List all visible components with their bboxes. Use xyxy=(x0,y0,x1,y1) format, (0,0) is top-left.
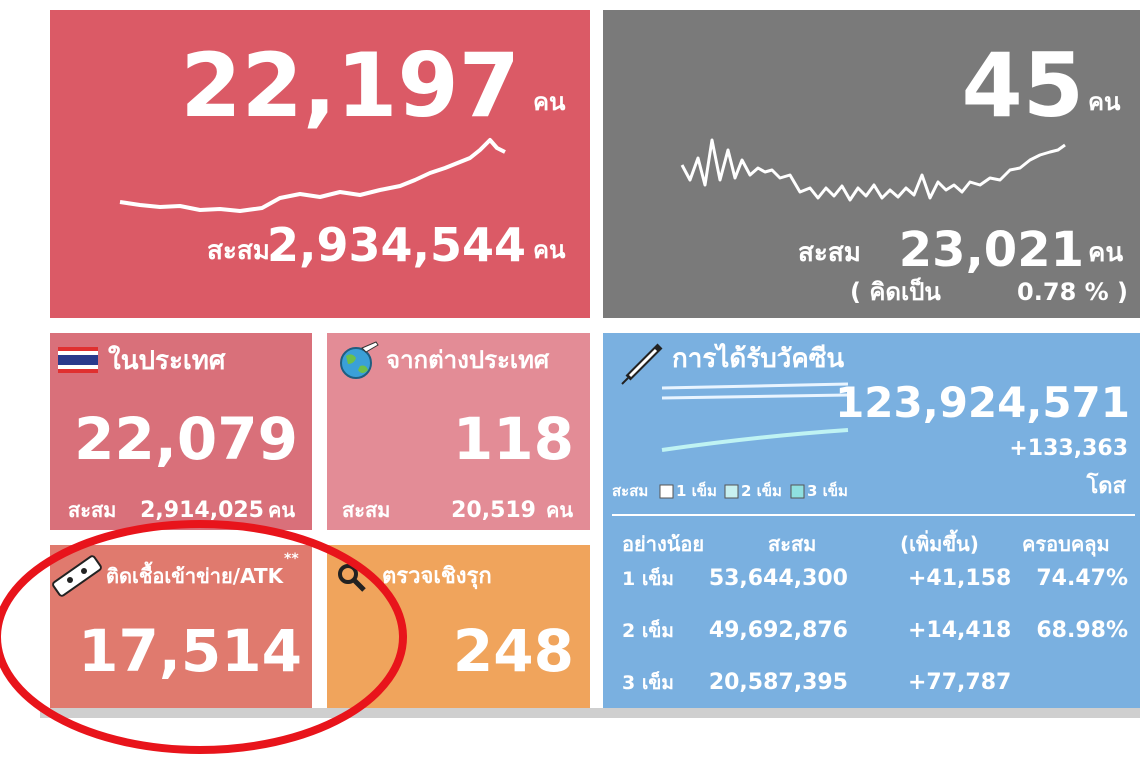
cases-sparkline xyxy=(119,138,506,213)
imported-cumulative: 20,519 xyxy=(451,498,536,523)
thai-flag-icon xyxy=(58,347,98,373)
rate: 0.78 % ) xyxy=(1017,278,1128,306)
dose-label: 1 เข็ม xyxy=(622,568,674,590)
legend-label: สะสม xyxy=(612,482,649,500)
dose-coverage: 74.47% xyxy=(1036,566,1128,591)
globe-icon xyxy=(340,341,379,379)
dose-total: 53,644,300 xyxy=(708,566,848,591)
table-header: ครอบคลุม xyxy=(1022,532,1110,556)
vaccine-total: 123,924,571 xyxy=(835,378,1130,427)
panel-title: ในประเทศ xyxy=(108,346,226,376)
note: ** xyxy=(284,551,299,567)
cases-panel xyxy=(50,10,590,318)
domestic-cumulative: 2,914,025 xyxy=(140,498,264,523)
table-header: สะสม xyxy=(768,532,817,556)
panel-title: ตรวจเชิงรุก xyxy=(382,564,492,589)
search-icon xyxy=(338,564,366,592)
dose-label: 2 เข็ม xyxy=(622,620,674,642)
vaccine-line xyxy=(661,428,849,452)
dose-increase: +41,158 xyxy=(908,566,1012,591)
atk-icon xyxy=(52,555,102,597)
highlight-circle xyxy=(0,520,407,754)
deaths-panel xyxy=(603,10,1140,318)
deaths-sparkline xyxy=(680,138,1066,202)
cases-value: 22,197 xyxy=(180,34,520,137)
unit: คน xyxy=(533,236,566,264)
unit: คน xyxy=(533,88,566,116)
unit: คน xyxy=(1088,238,1124,268)
vaccine-legend-swatches xyxy=(659,484,805,499)
deaths-value: 45 xyxy=(961,34,1084,137)
syringe-icon xyxy=(621,343,663,385)
label: สะสม xyxy=(798,238,861,268)
atk-value: 17,514 xyxy=(78,617,302,685)
dose-total: 49,692,876 xyxy=(708,618,848,643)
unit: คน xyxy=(1088,88,1121,116)
dose-total: 20,587,395 xyxy=(708,670,848,695)
legend-item: 3 เข็ม xyxy=(807,482,848,500)
deaths-cumulative: 23,021 xyxy=(898,222,1084,278)
unit: คน xyxy=(546,498,574,522)
legend-item: 1 เข็ม xyxy=(676,482,717,500)
table-header: (เพิ่มขึ้น) xyxy=(900,532,979,556)
domestic-value: 22,079 xyxy=(74,405,298,473)
label: สะสม xyxy=(342,498,391,522)
panel-title: การได้รับวัคซีน xyxy=(672,344,845,374)
dose-increase: +77,787 xyxy=(908,670,1012,695)
unit: โดส xyxy=(1086,474,1126,499)
unit: คน xyxy=(268,498,296,522)
vaccine-line xyxy=(661,382,849,390)
dose-increase: +14,418 xyxy=(908,618,1012,643)
legend-item: 2 เข็ม xyxy=(741,482,782,500)
panel-title: ติดเชื้อเข้าข่าย/ATK xyxy=(106,564,284,588)
vaccine-line xyxy=(661,393,849,400)
cases-cumulative: 2,934,544 xyxy=(267,218,526,272)
rate-label: ( คิดเป็น xyxy=(850,278,941,306)
vaccine-panel xyxy=(603,333,1140,708)
panel-title: จากต่างประเทศ xyxy=(386,346,550,374)
proactive-value: 248 xyxy=(452,617,574,685)
bottom-bar xyxy=(40,708,1140,718)
dose-coverage: 68.98% xyxy=(1036,618,1128,643)
label: สะสม xyxy=(207,236,270,266)
vaccine-increase: +133,363 xyxy=(1009,436,1128,461)
imported-value: 118 xyxy=(452,405,574,473)
dose-label: 3 เข็ม xyxy=(622,672,674,694)
table-header: อย่างน้อย xyxy=(622,532,705,556)
label: สะสม xyxy=(68,498,117,522)
